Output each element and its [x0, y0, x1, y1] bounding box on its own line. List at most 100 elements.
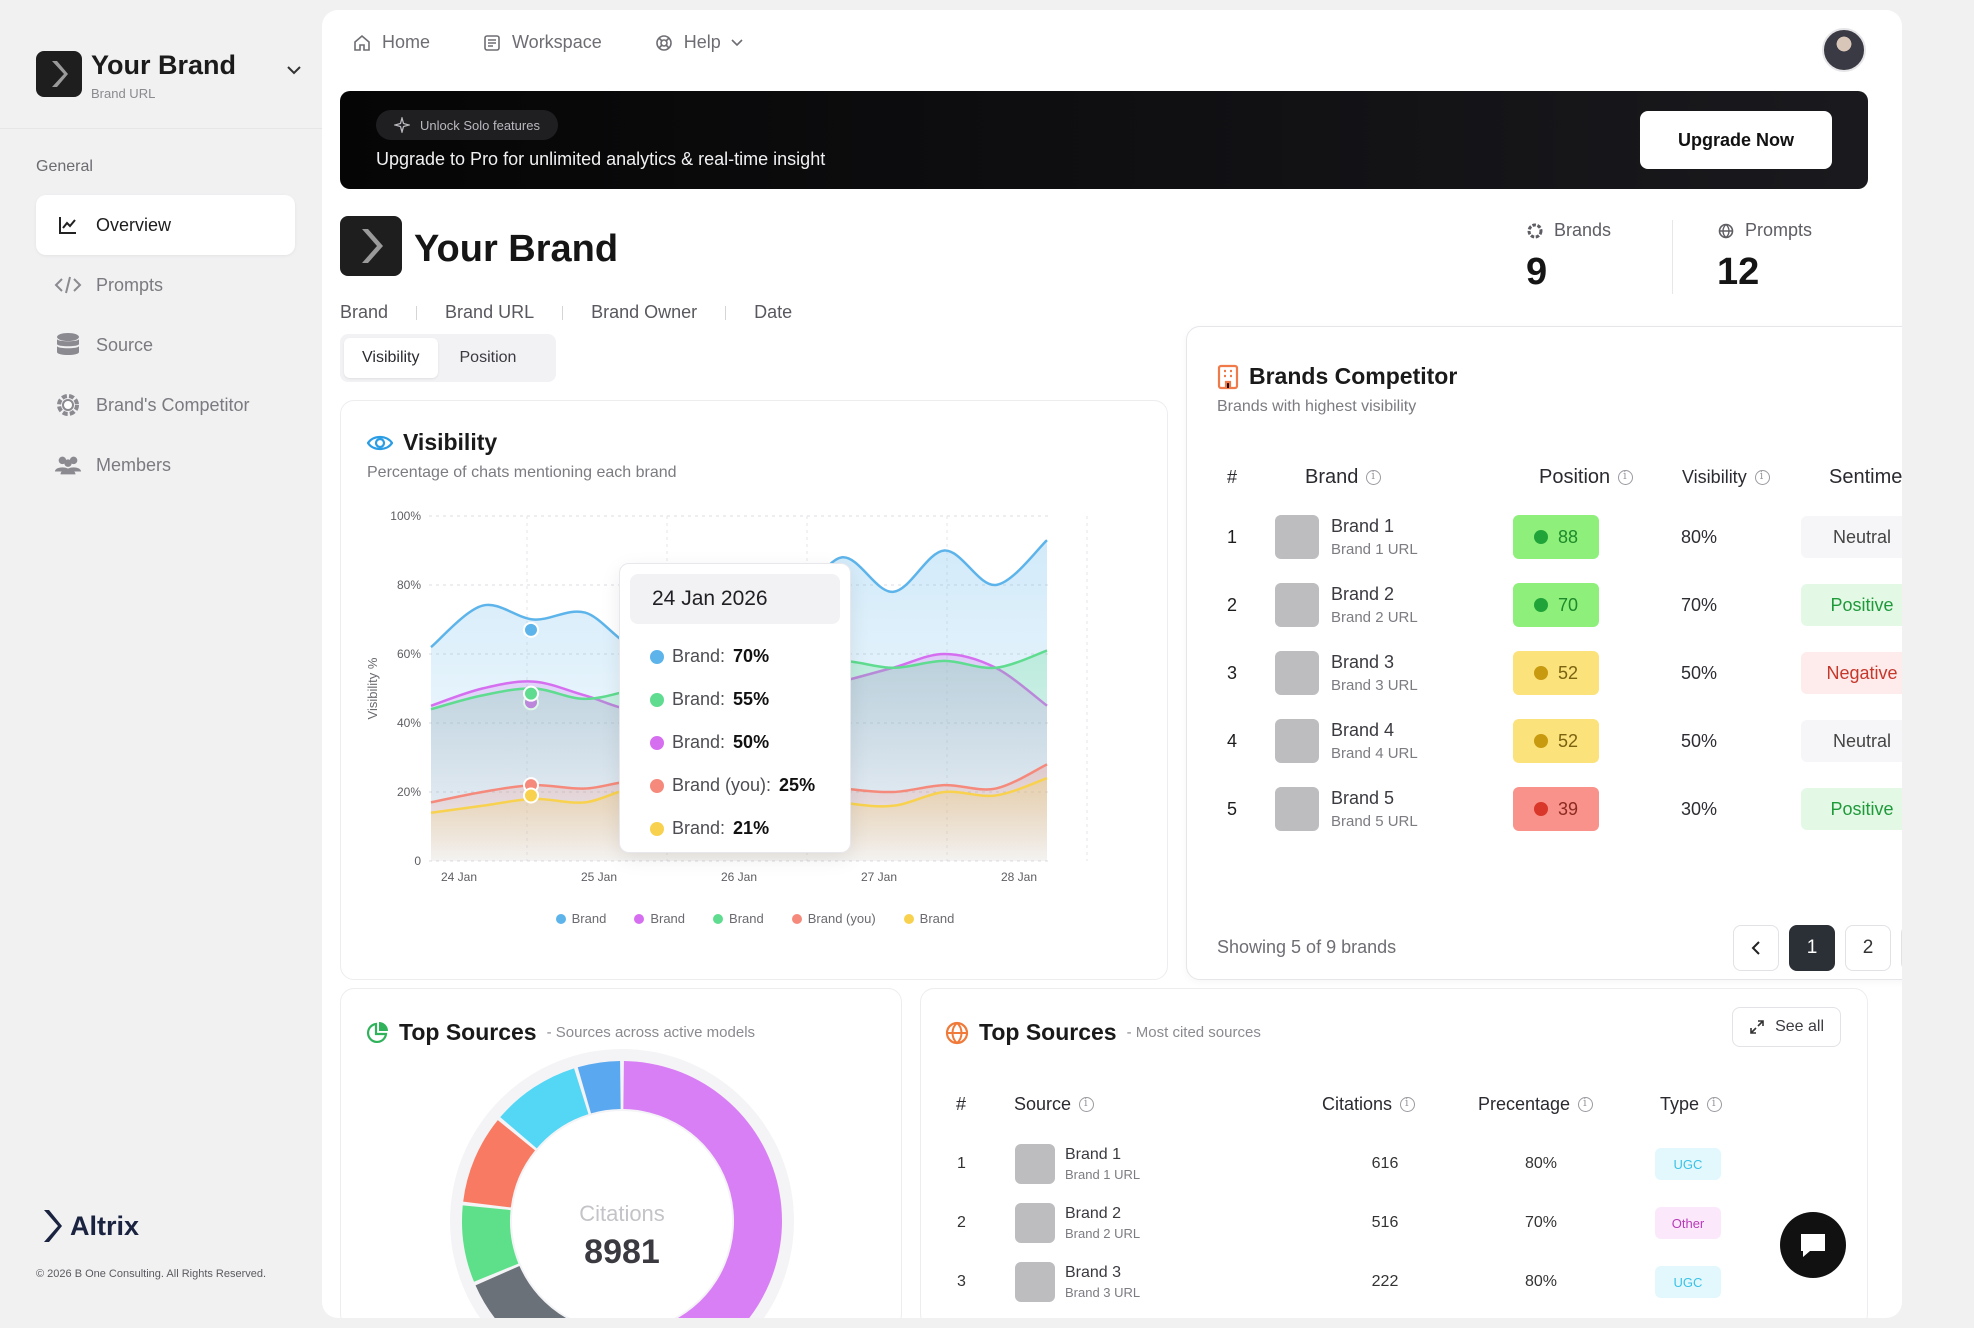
table-row[interactable]: 1 Brand 1 Brand 1 URL 88 80% Neutral	[1217, 503, 1902, 571]
table-row[interactable]: 5 Brand 5 Brand 5 URL 39 30% Positive	[1217, 775, 1902, 843]
tooltip-value: 50%	[733, 732, 770, 752]
brand-text: Brand 1 Brand 1 URL	[1331, 516, 1418, 558]
row-source: Brand 4	[1015, 1312, 1121, 1318]
type-badge: UGC	[1655, 1266, 1721, 1298]
tab-position[interactable]: Position	[459, 349, 517, 366]
competitor-card: Brands Competitor Brands with highest vi…	[1186, 326, 1902, 980]
nav-help-label: Help	[683, 32, 721, 52]
sources-donut	[450, 1049, 794, 1318]
tooltip-label: Brand (you):	[672, 775, 772, 795]
info-icon[interactable]	[1618, 469, 1634, 485]
table-row[interactable]: 2 Brand 2 Brand 2 URL 516 70% Other	[921, 1194, 1869, 1252]
info-icon[interactable]	[1366, 469, 1382, 485]
top-sources-chart-header: Top Sources - Sources across active mode…	[365, 1019, 755, 1046]
page-2-button[interactable]: 2	[1845, 925, 1891, 971]
table-row[interactable]: Brand 4	[921, 1312, 1869, 1318]
tooltip-value: 21%	[733, 818, 770, 838]
legend-item[interactable]: Brand	[713, 911, 764, 926]
sidebar-item-source[interactable]: Source	[36, 315, 295, 375]
legend-item[interactable]: Brand	[634, 911, 685, 926]
donut-slice[interactable]	[462, 1205, 519, 1282]
position-dot	[1533, 734, 1548, 748]
brand-url: Brand 5 URL	[1331, 813, 1418, 830]
legend-item[interactable]: Brand	[555, 911, 606, 926]
data-point[interactable]	[523, 787, 539, 804]
see-all-button[interactable]: See all	[1732, 1007, 1841, 1047]
source-url: Brand 2 URL	[1065, 1226, 1141, 1241]
page-1-button[interactable]: 1	[1789, 925, 1835, 971]
chevron-down-icon[interactable]	[286, 62, 302, 80]
brand-text: Brand 3 Brand 3 URL	[1331, 652, 1418, 694]
brand-name: Your Brand	[91, 50, 237, 80]
showing-count: Showing 5 of 9 brands	[1217, 937, 1397, 957]
table-row[interactable]: 3 Brand 3 Brand 3 URL 222 80% UGC	[921, 1253, 1869, 1311]
row-position: 52	[1513, 639, 1599, 707]
donut-center-value: 8981	[584, 1233, 660, 1271]
legend-item[interactable]: Brand	[903, 911, 954, 926]
nav-help[interactable]: Help	[654, 32, 743, 53]
upgrade-now-button[interactable]: Upgrade Now	[1640, 111, 1832, 169]
info-icon[interactable]	[1400, 1096, 1416, 1112]
home-icon	[354, 34, 370, 51]
donut-slice[interactable]	[577, 1061, 621, 1114]
sidebar-item-overview[interactable]: Overview	[36, 195, 295, 255]
sidebar-item-label: Members	[96, 454, 172, 475]
nav-workspace[interactable]: Workspace	[482, 32, 602, 53]
col-brand: Brand	[1305, 459, 1382, 495]
info-icon[interactable]	[1707, 1096, 1723, 1112]
prev-page-button[interactable]	[1733, 925, 1779, 971]
info-icon[interactable]	[1578, 1096, 1594, 1112]
info-icon[interactable]	[1754, 469, 1770, 485]
tooltip-value: 70%	[733, 646, 770, 666]
sidebar-item-label: Brand's Competitor	[96, 394, 250, 415]
info-icon[interactable]	[1079, 1096, 1095, 1112]
legend-item[interactable]: Brand (you)	[791, 911, 876, 926]
donut-slice[interactable]	[500, 1068, 589, 1149]
donut-slice[interactable]	[623, 1061, 782, 1318]
col-percentage: Precentage	[1478, 1094, 1594, 1115]
users-icon	[54, 451, 82, 479]
tooltip-label: Brand:	[672, 689, 726, 709]
donut-slice[interactable]	[463, 1120, 536, 1208]
visibility-subtitle: Percentage of chats mentioning each bran…	[367, 464, 677, 481]
top-sources-table-subtitle: - Most cited sources	[1126, 1024, 1261, 1041]
source-thumbnail	[1015, 1203, 1055, 1243]
next-page-button[interactable]	[1901, 925, 1902, 971]
sparkle-icon	[394, 117, 410, 133]
brand-logo-icon	[340, 216, 402, 276]
avatar[interactable]	[1822, 28, 1866, 72]
table-row[interactable]: 3 Brand 3 Brand 3 URL 52 50% Negative	[1217, 639, 1902, 707]
globe-icon	[1718, 223, 1734, 238]
source-name: Brand 1	[1065, 1146, 1122, 1163]
nav-home[interactable]: Home	[352, 32, 430, 53]
meta-divider	[562, 305, 564, 320]
row-type: UGC	[1653, 1253, 1723, 1311]
y-tick-label: 80%	[397, 578, 421, 592]
brand-switcher[interactable]: Your Brand Brand URL	[36, 48, 302, 106]
x-tick-label: 24 Jan	[441, 870, 477, 884]
tab-visibility[interactable]: Visibility	[344, 338, 438, 378]
data-point[interactable]	[523, 621, 539, 638]
source-text: Brand 1 Brand 1 URL	[1065, 1146, 1140, 1182]
sidebar-item-competitor[interactable]: Brand's Competitor	[36, 375, 295, 435]
sentiment-badge: Negative	[1801, 652, 1902, 694]
row-position: 52	[1513, 707, 1599, 775]
sources-table-header: # Source Citations Precentage Type	[920, 1094, 1868, 1124]
data-point[interactable]	[523, 685, 539, 702]
table-row[interactable]: 4 Brand 4 Brand 4 URL 52 50% Neutral	[1217, 707, 1902, 775]
type-badge: Other	[1655, 1207, 1721, 1239]
chart-line-icon	[54, 211, 82, 239]
sidebar-nav: Overview Prompts Source Brand's Competit…	[36, 195, 295, 495]
brand-name: Brand 3	[1331, 652, 1395, 672]
sidebar-item-prompts[interactable]: Prompts	[36, 255, 295, 315]
col-sentiment-label: Sentiment	[1829, 465, 1902, 488]
donut-slice[interactable]	[475, 1266, 567, 1318]
table-row[interactable]: 2 Brand 2 Brand 2 URL 70 70% Positive	[1217, 571, 1902, 639]
table-row[interactable]: 1 Brand 1 Brand 1 URL 616 80% UGC	[921, 1135, 1869, 1193]
pie-chart-icon	[367, 1021, 388, 1043]
position-badge: 52	[1513, 651, 1599, 695]
chat-button[interactable]	[1780, 1212, 1846, 1278]
tooltip-dot	[650, 692, 664, 707]
sidebar-item-members[interactable]: Members	[36, 435, 295, 495]
brand-thumbnail	[1275, 787, 1319, 831]
